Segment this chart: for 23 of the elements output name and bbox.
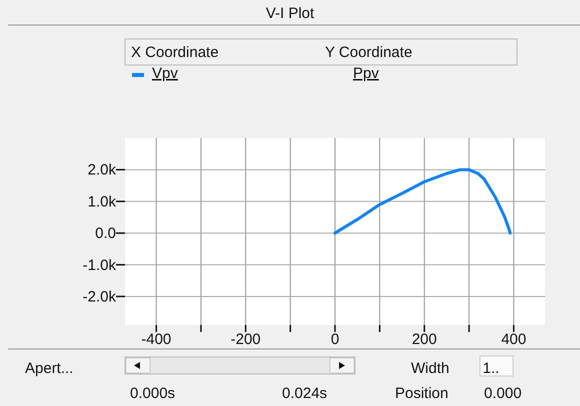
x-tick-label: -200 xyxy=(230,331,261,348)
y-tick-label: -2.0k xyxy=(82,288,116,306)
text: Y Coordinate xyxy=(325,44,412,61)
x-tick-label: 400 xyxy=(501,331,526,348)
text: 1.. xyxy=(482,360,500,377)
x-tick-label: -400 xyxy=(141,331,172,348)
line-series xyxy=(334,168,512,235)
text: Width xyxy=(411,360,450,377)
y-axis-title: Ppv xyxy=(353,65,380,82)
y-tick-label: 2.0k xyxy=(88,162,116,179)
text: 0.000s xyxy=(130,385,176,402)
text: Apert... xyxy=(25,360,74,377)
text: 0.024s xyxy=(282,385,328,402)
text: Position xyxy=(395,385,448,402)
legend-label: Vpv xyxy=(152,65,178,82)
x-tick-label: 0 xyxy=(330,331,340,348)
x-tick-label: 200 xyxy=(412,331,437,348)
text: X Coordinate xyxy=(131,44,219,61)
chart-title: V-I Plot xyxy=(266,5,316,22)
y-tick-label: -1.0k xyxy=(82,256,116,274)
text: 0.000 xyxy=(484,385,522,402)
y-tick-label: 0.0 xyxy=(95,225,116,242)
y-tick-label: 1.0k xyxy=(88,193,116,210)
